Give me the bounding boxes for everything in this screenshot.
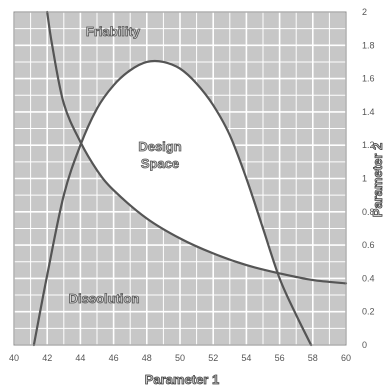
dissolution-label: Dissolution — [69, 291, 140, 306]
x-axis-title: Parameter 1 — [145, 372, 219, 387]
y-tick-label: 0 — [362, 340, 367, 350]
x-tick-label: 46 — [109, 353, 119, 363]
x-tick-labels: 40 42 44 46 48 50 52 54 56 58 60 — [9, 353, 351, 363]
design-space-label-line1: Design — [138, 139, 181, 154]
y-tick-label: 0.2 — [362, 307, 375, 317]
x-tick-label: 56 — [275, 353, 285, 363]
x-tick-label: 60 — [341, 353, 351, 363]
x-tick-label: 44 — [75, 353, 85, 363]
grid — [14, 12, 346, 345]
y-axis-title: Parameter 2 — [370, 143, 385, 217]
x-tick-label: 48 — [142, 353, 152, 363]
y-tick-label: 1.4 — [362, 107, 375, 117]
y-tick-label: 0.4 — [362, 273, 375, 283]
x-tick-label: 54 — [241, 353, 251, 363]
x-tick-label: 40 — [9, 353, 19, 363]
design-space-label-line2: Space — [141, 156, 179, 171]
y-tick-label: 1 — [362, 174, 367, 184]
x-tick-label: 42 — [42, 353, 52, 363]
friability-label: Friability — [86, 24, 141, 39]
x-tick-label: 50 — [175, 353, 185, 363]
y-tick-label: 1.6 — [362, 74, 375, 84]
y-tick-label: 2 — [362, 7, 367, 17]
y-tick-label: 1.8 — [362, 40, 375, 50]
x-tick-label: 58 — [308, 353, 318, 363]
x-tick-label: 52 — [208, 353, 218, 363]
y-tick-label: 0.6 — [362, 240, 375, 250]
